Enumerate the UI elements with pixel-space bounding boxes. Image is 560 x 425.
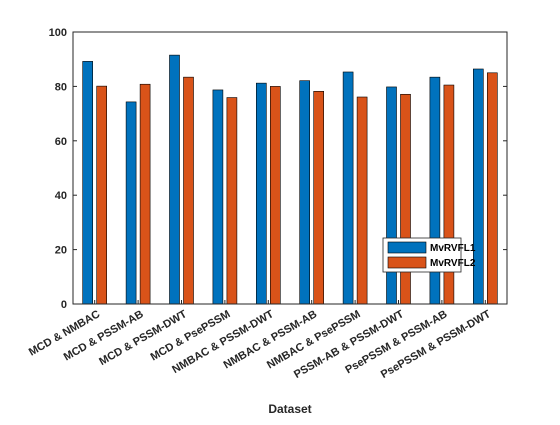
bar-mvrvfl1-mcd-and-psepssm xyxy=(212,89,224,305)
bar-mvrvfl1-nmbac-and-pssm-ab xyxy=(299,80,311,305)
bar-mvrvfl2-nmbac-and-pssm-dwt xyxy=(269,86,281,305)
y-tick-label: 100 xyxy=(49,27,67,39)
bar-mvrvfl2-nmbac-and-pssm-ab xyxy=(313,90,325,305)
y-tick-label: 40 xyxy=(55,190,67,202)
bar-mvrvfl2-mcd-and-nmbac xyxy=(96,85,107,305)
bar-mvrvfl2-psepssm-and-pssm-dwt xyxy=(486,72,498,305)
legend-swatch-mvrvfl2 xyxy=(387,256,427,269)
bar-mvrvfl2-nmbac-and-psepssm xyxy=(356,96,368,305)
legend-label-mvrvfl2: MvRVFL2 xyxy=(430,258,476,269)
x-axis-title: Dataset xyxy=(268,402,311,416)
bar-mvrvfl2-pssm-ab-and-pssm-dwt xyxy=(400,93,411,305)
bar-mvrvfl2-mcd-and-pssm-dwt xyxy=(183,76,194,305)
bar-mvrvfl1-mcd-and-nmbac xyxy=(82,61,93,305)
y-tick-label: 20 xyxy=(55,245,67,257)
bar-mvrvfl1-nmbac-and-psepssm xyxy=(342,71,354,305)
y-tick-label: 60 xyxy=(55,136,67,148)
legend-label-mvrvfl1: MvRVFL1 xyxy=(430,243,476,254)
y-tick-label: 0 xyxy=(61,299,67,311)
bar-mvrvfl1-mcd-and-pssm-ab xyxy=(125,101,137,305)
bar-mvrvfl2-mcd-and-psepssm xyxy=(226,97,238,305)
bar-mvrvfl2-mcd-and-pssm-ab xyxy=(139,83,151,305)
axes-box xyxy=(72,31,508,305)
bar-mvrvfl1-mcd-and-pssm-dwt xyxy=(169,54,180,305)
bar-mvrvfl1-nmbac-and-pssm-dwt xyxy=(255,82,267,305)
y-tick-label: 80 xyxy=(55,81,67,93)
legend: MvRVFL1 MvRVFL2 xyxy=(382,237,476,273)
legend-swatch-mvrvfl1 xyxy=(387,241,427,254)
